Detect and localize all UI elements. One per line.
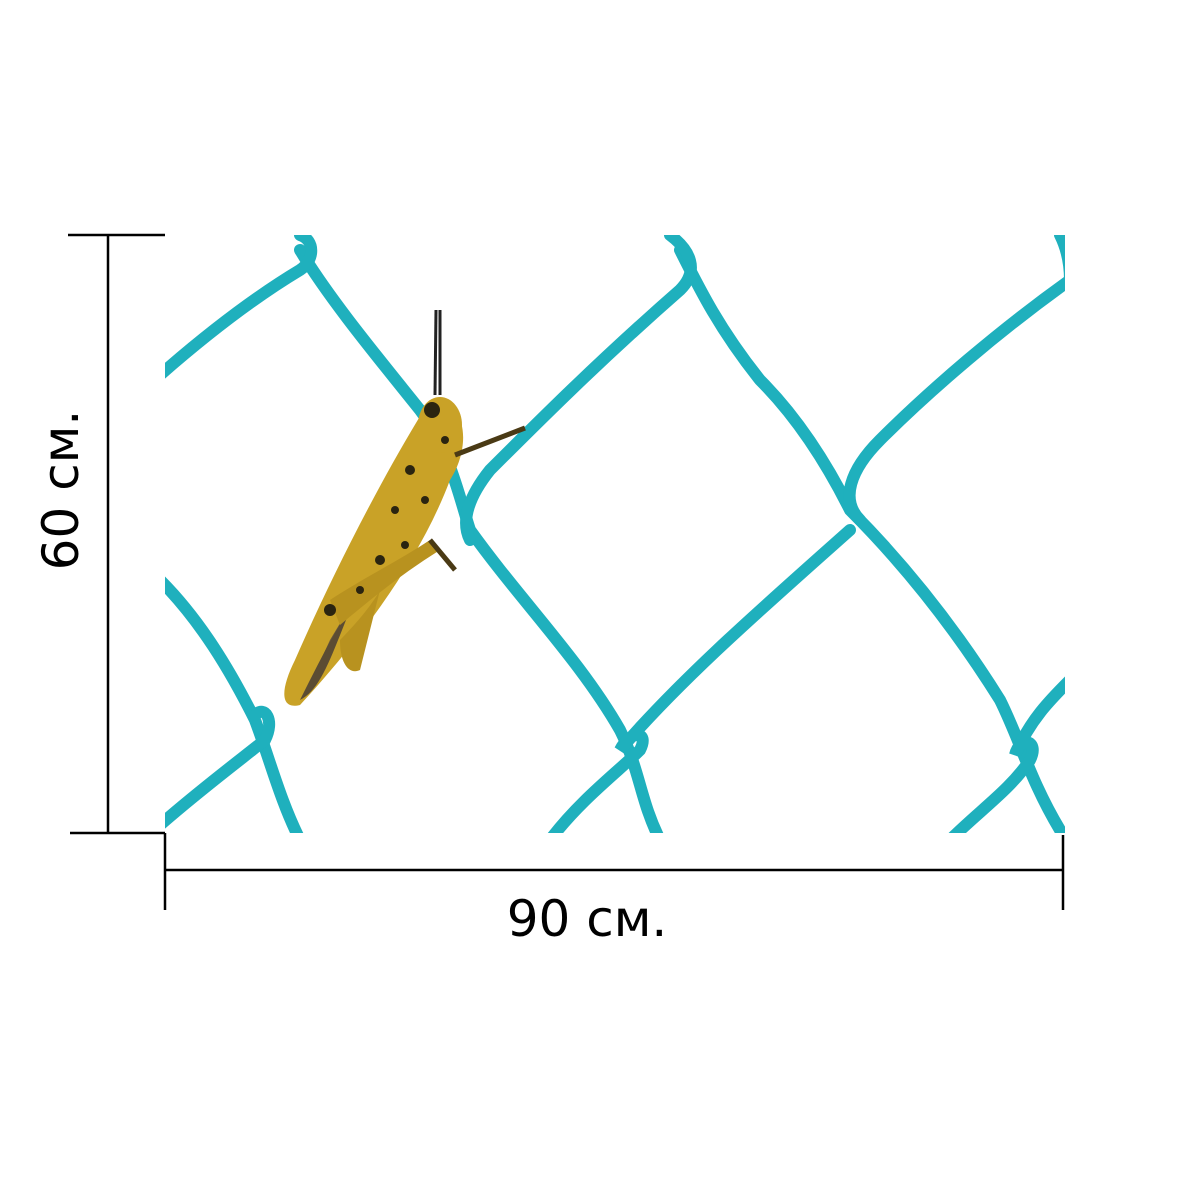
photo <box>165 235 1065 833</box>
dimension-lines <box>68 233 1065 910</box>
grasshopper <box>284 309 526 706</box>
width-label: 90 см. <box>507 890 668 948</box>
chain-link-fence <box>165 235 1065 833</box>
height-label: 60 см. <box>32 410 90 571</box>
